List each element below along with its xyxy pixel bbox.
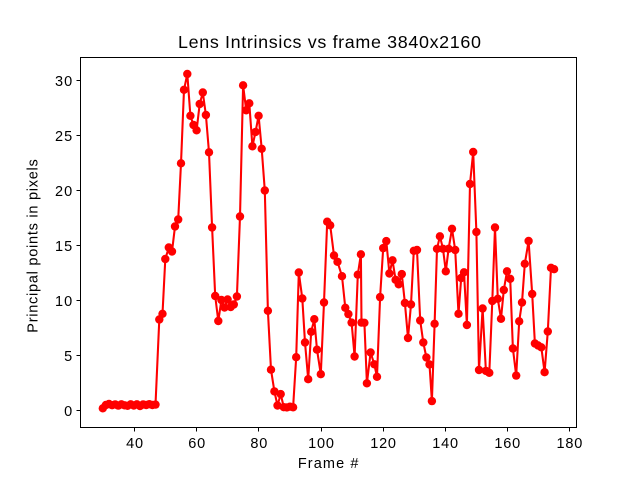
svg-text:10: 10	[55, 294, 73, 310]
svg-text:80: 80	[250, 436, 268, 452]
svg-text:0: 0	[64, 404, 73, 420]
svg-text:100: 100	[308, 436, 335, 452]
svg-text:15: 15	[55, 239, 73, 255]
svg-text:30: 30	[55, 74, 73, 90]
svg-text:Frame #: Frame #	[298, 456, 360, 472]
svg-text:5: 5	[64, 349, 73, 365]
svg-text:20: 20	[55, 184, 73, 200]
svg-text:40: 40	[126, 436, 144, 452]
svg-text:Lens Intrinsics vs frame 3840x: Lens Intrinsics vs frame 3840x2160	[178, 32, 482, 52]
svg-text:140: 140	[432, 436, 459, 452]
svg-text:180: 180	[557, 436, 584, 452]
svg-text:Principal points in pixels: Principal points in pixels	[26, 158, 42, 332]
svg-text:25: 25	[55, 129, 73, 145]
svg-text:160: 160	[494, 436, 521, 452]
svg-text:120: 120	[370, 436, 397, 452]
svg-text:60: 60	[188, 436, 206, 452]
